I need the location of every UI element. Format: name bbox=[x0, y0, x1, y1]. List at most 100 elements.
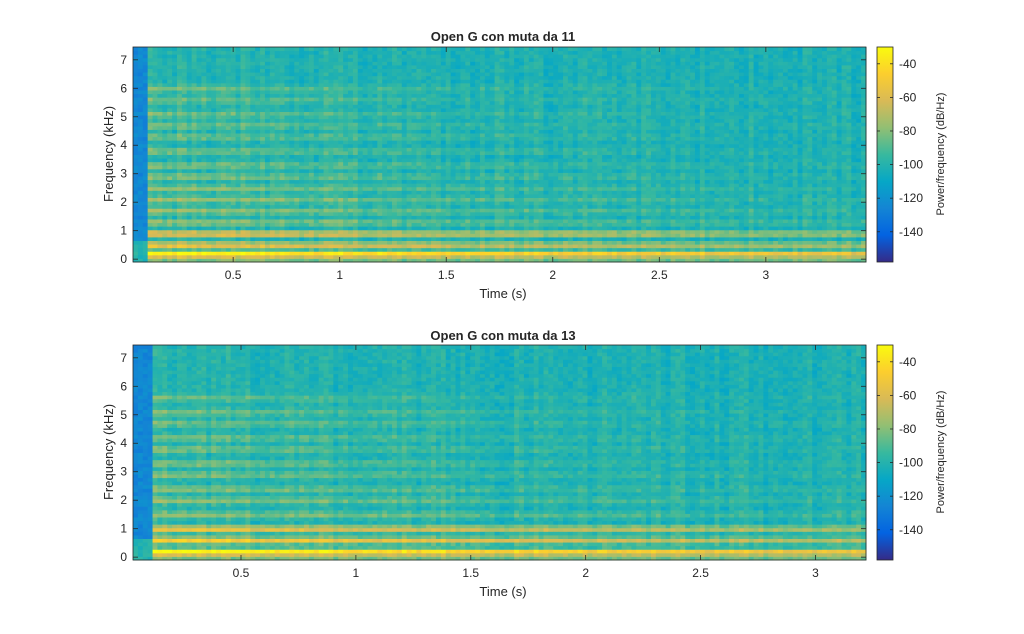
spectrogram-cell bbox=[284, 111, 290, 116]
spectrogram-cell bbox=[528, 176, 535, 181]
spectrogram-cell bbox=[157, 143, 163, 148]
spectrogram-cell bbox=[494, 179, 500, 184]
spectrogram-cell bbox=[470, 61, 476, 66]
spectrogram-cell bbox=[533, 150, 540, 155]
spectrogram-cell bbox=[274, 161, 281, 166]
spectrogram-cell bbox=[323, 140, 329, 145]
spectrogram-cell bbox=[206, 50, 212, 55]
spectrogram-cell bbox=[450, 54, 457, 59]
spectrogram-cell bbox=[479, 251, 486, 256]
spectrogram-cell bbox=[484, 125, 491, 130]
spectrogram-cell bbox=[421, 111, 427, 116]
spectrogram-cell bbox=[230, 226, 237, 231]
spectrogram-cell bbox=[216, 129, 222, 134]
spectrogram-cell bbox=[137, 68, 144, 73]
spectrogram-cell bbox=[499, 233, 505, 238]
spectrogram-cell bbox=[465, 176, 471, 181]
spectrogram-cell bbox=[313, 201, 320, 206]
spectrogram-cell bbox=[426, 222, 432, 227]
spectrogram-cell bbox=[343, 133, 349, 138]
spectrogram-cell bbox=[313, 222, 320, 227]
spectrogram-cell bbox=[440, 158, 447, 163]
spectrogram-cell bbox=[167, 111, 173, 116]
spectrogram-cell bbox=[299, 208, 305, 213]
spectrogram-cell bbox=[470, 118, 476, 123]
spectrogram-cell bbox=[181, 183, 188, 188]
spectrogram-cell bbox=[387, 190, 393, 195]
spectrogram-cell bbox=[191, 150, 198, 155]
spectrogram-cell bbox=[489, 201, 496, 206]
spectrogram-cell bbox=[435, 186, 442, 191]
spectrogram-cell bbox=[528, 236, 535, 241]
spectrogram-cell bbox=[411, 226, 417, 231]
spectrogram-cell bbox=[401, 118, 408, 123]
spectrogram-cell bbox=[367, 47, 373, 52]
spectrogram-cell bbox=[167, 215, 173, 220]
spectrogram-cell bbox=[504, 97, 510, 102]
spectrogram-cell bbox=[260, 168, 266, 173]
spectrogram-cell bbox=[387, 147, 393, 152]
spectrogram-cell bbox=[313, 64, 320, 69]
spectrogram-cell bbox=[172, 111, 178, 116]
spectrogram-cell bbox=[294, 72, 300, 77]
spectrogram-cell bbox=[396, 125, 403, 130]
spectrogram-cell bbox=[284, 236, 290, 241]
spectrogram-cell bbox=[255, 129, 261, 134]
spectrogram-cell bbox=[172, 222, 178, 227]
spectrogram-cell bbox=[264, 136, 271, 141]
spectrogram-cell bbox=[470, 54, 476, 59]
spectrogram-cell bbox=[313, 61, 320, 66]
spectrogram-cell bbox=[167, 79, 173, 84]
spectrogram-cell bbox=[519, 75, 525, 80]
spectrogram-cell bbox=[519, 122, 525, 127]
spectrogram-cell bbox=[152, 136, 158, 141]
spectrogram-cell bbox=[489, 150, 496, 155]
spectrogram-cell bbox=[323, 64, 329, 69]
spectrogram-cell bbox=[206, 193, 212, 198]
spectrogram-cell bbox=[299, 82, 305, 87]
spectrogram-cell bbox=[362, 93, 369, 98]
spectrogram-cell bbox=[440, 75, 447, 80]
spectrogram-cell bbox=[264, 61, 271, 66]
spectrogram-cell bbox=[391, 254, 398, 259]
spectrogram-cell bbox=[250, 47, 256, 52]
spectrogram-cell bbox=[230, 90, 237, 95]
spectrogram-cell bbox=[269, 229, 276, 234]
spectrogram-cell bbox=[416, 143, 422, 148]
spectrogram-cell bbox=[157, 158, 163, 163]
spectrogram-cell bbox=[191, 93, 198, 98]
spectrogram-cell bbox=[318, 115, 325, 120]
spectrogram-cell bbox=[377, 86, 383, 91]
spectrogram-cell bbox=[479, 176, 486, 181]
spectrogram-cell bbox=[230, 68, 237, 73]
spectrogram-cell bbox=[328, 226, 334, 231]
spectrogram-cell bbox=[274, 183, 281, 188]
spectrogram-cell bbox=[186, 54, 193, 59]
spectrogram-cell bbox=[391, 226, 398, 231]
spectrogram-cell bbox=[333, 179, 339, 184]
spectrogram-cell bbox=[352, 115, 359, 120]
spectrogram-cell bbox=[494, 186, 500, 191]
spectrogram-cell bbox=[450, 118, 457, 123]
spectrogram-cell bbox=[245, 75, 251, 80]
spectrogram-cell bbox=[435, 100, 442, 105]
spectrogram-cell bbox=[279, 226, 285, 231]
spectrogram-cell bbox=[167, 140, 173, 145]
spectrogram-cell bbox=[450, 204, 457, 209]
spectrogram-cell bbox=[406, 125, 413, 130]
spectrogram-cell bbox=[382, 201, 388, 206]
spectrogram-cell bbox=[333, 240, 339, 245]
spectrogram-cell bbox=[450, 111, 457, 116]
spectrogram-cell bbox=[460, 68, 466, 73]
spectrogram-cell bbox=[181, 247, 188, 252]
spectrogram-cell bbox=[264, 161, 271, 166]
spectrogram-cell bbox=[269, 54, 276, 59]
spectrogram-cell bbox=[323, 118, 329, 123]
spectrogram-cell bbox=[348, 244, 354, 249]
spectrogram-cell bbox=[235, 68, 242, 73]
spectrogram-cell bbox=[191, 72, 198, 77]
spectrogram-cell bbox=[479, 150, 486, 155]
spectrogram-cell bbox=[489, 136, 496, 141]
spectrogram-cell bbox=[362, 168, 369, 173]
spectrogram-cell bbox=[401, 68, 408, 73]
